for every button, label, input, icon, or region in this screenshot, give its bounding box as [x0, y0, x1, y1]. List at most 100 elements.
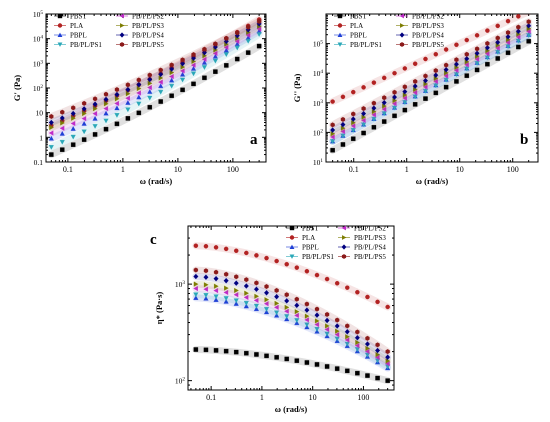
data-point	[334, 366, 340, 371]
data-point	[361, 106, 366, 112]
data-point	[304, 317, 309, 323]
data-point	[284, 356, 289, 362]
data-point	[48, 130, 54, 136]
data-point	[454, 42, 459, 48]
data-point	[304, 269, 310, 274]
data-point	[213, 245, 219, 250]
data-point	[81, 116, 87, 122]
data-point	[340, 121, 346, 128]
data-point	[49, 152, 54, 157]
data-point	[351, 136, 356, 142]
data-point	[103, 106, 109, 112]
y-tick-label: 101	[313, 158, 324, 167]
data-point	[526, 39, 531, 44]
data-point	[505, 30, 511, 36]
data-point	[324, 276, 330, 282]
data-point	[82, 110, 87, 117]
data-point	[274, 355, 279, 360]
data-point	[516, 44, 521, 50]
data-point	[402, 107, 408, 113]
legend-item: PBST	[54, 13, 87, 21]
data-point	[59, 140, 65, 145]
y-tick-label: 105	[313, 40, 324, 49]
data-point	[464, 51, 469, 57]
data-point	[433, 78, 438, 84]
legend-label: PBST	[302, 225, 319, 233]
y-tick-label: 105	[33, 10, 44, 19]
y-tick-label: 10	[36, 109, 44, 118]
legend-marker	[337, 13, 343, 19]
data-point	[474, 50, 480, 56]
data-point	[381, 75, 387, 81]
data-point	[212, 50, 218, 56]
legend-label: PLA	[302, 234, 315, 242]
legend-item: PLA	[334, 22, 363, 30]
data-point	[330, 99, 335, 104]
data-point	[233, 248, 239, 254]
data-point	[71, 115, 76, 121]
legend-marker	[399, 13, 404, 19]
data-point	[314, 327, 320, 332]
data-point	[314, 312, 320, 318]
data-point	[334, 332, 340, 338]
legend-label: PB/PL/PS2	[354, 225, 386, 233]
data-point	[223, 52, 229, 58]
data-point	[60, 147, 65, 152]
data-point	[453, 72, 460, 78]
data-point	[334, 281, 340, 286]
data-point	[169, 62, 174, 68]
legend-label: PB/PL/PS1	[302, 253, 334, 261]
data-point	[330, 134, 335, 140]
data-point	[365, 335, 370, 341]
legend-label: PB/PL/PS5	[354, 253, 386, 261]
data-point	[354, 335, 360, 341]
data-point	[355, 289, 360, 295]
legend-marker	[119, 42, 125, 47]
legend-label: PB/PL/PS2	[132, 13, 164, 21]
data-point	[49, 114, 54, 119]
data-point	[391, 105, 398, 111]
data-point	[81, 121, 87, 126]
data-point	[412, 61, 418, 66]
data-point	[81, 100, 87, 106]
data-point	[526, 19, 531, 25]
data-point	[136, 94, 142, 100]
data-point	[256, 32, 262, 37]
data-point	[158, 75, 164, 81]
legend-label: PLA	[70, 22, 83, 30]
data-point	[92, 132, 98, 137]
data-point	[213, 297, 219, 302]
data-point	[244, 350, 249, 356]
data-point	[254, 253, 259, 258]
panel-label: a	[250, 132, 258, 148]
data-point	[340, 128, 345, 134]
data-point	[212, 53, 218, 59]
data-point	[294, 312, 299, 318]
data-point	[354, 347, 360, 352]
data-point	[474, 67, 480, 73]
data-point	[244, 277, 249, 283]
data-point	[284, 292, 289, 298]
data-point	[526, 33, 532, 38]
data-point	[81, 106, 87, 112]
data-point	[495, 56, 500, 61]
legend-marker	[119, 13, 124, 19]
data-point	[158, 83, 164, 89]
data-point	[180, 71, 186, 77]
data-point	[314, 362, 320, 367]
data-point	[103, 126, 109, 132]
data-point	[114, 105, 120, 111]
data-point	[381, 119, 387, 124]
y-tick-label: 102	[313, 128, 324, 137]
data-point	[253, 297, 259, 303]
data-point	[49, 124, 54, 131]
panel-b: 0.1 1 10 100 101 102 103 104 105 ω (rad/s) G'' (Pa…	[292, 13, 539, 186]
data-point	[340, 116, 346, 122]
data-point	[402, 88, 408, 95]
data-point	[213, 269, 219, 275]
data-point	[371, 100, 377, 106]
data-point	[422, 89, 429, 94]
data-point	[274, 300, 280, 306]
